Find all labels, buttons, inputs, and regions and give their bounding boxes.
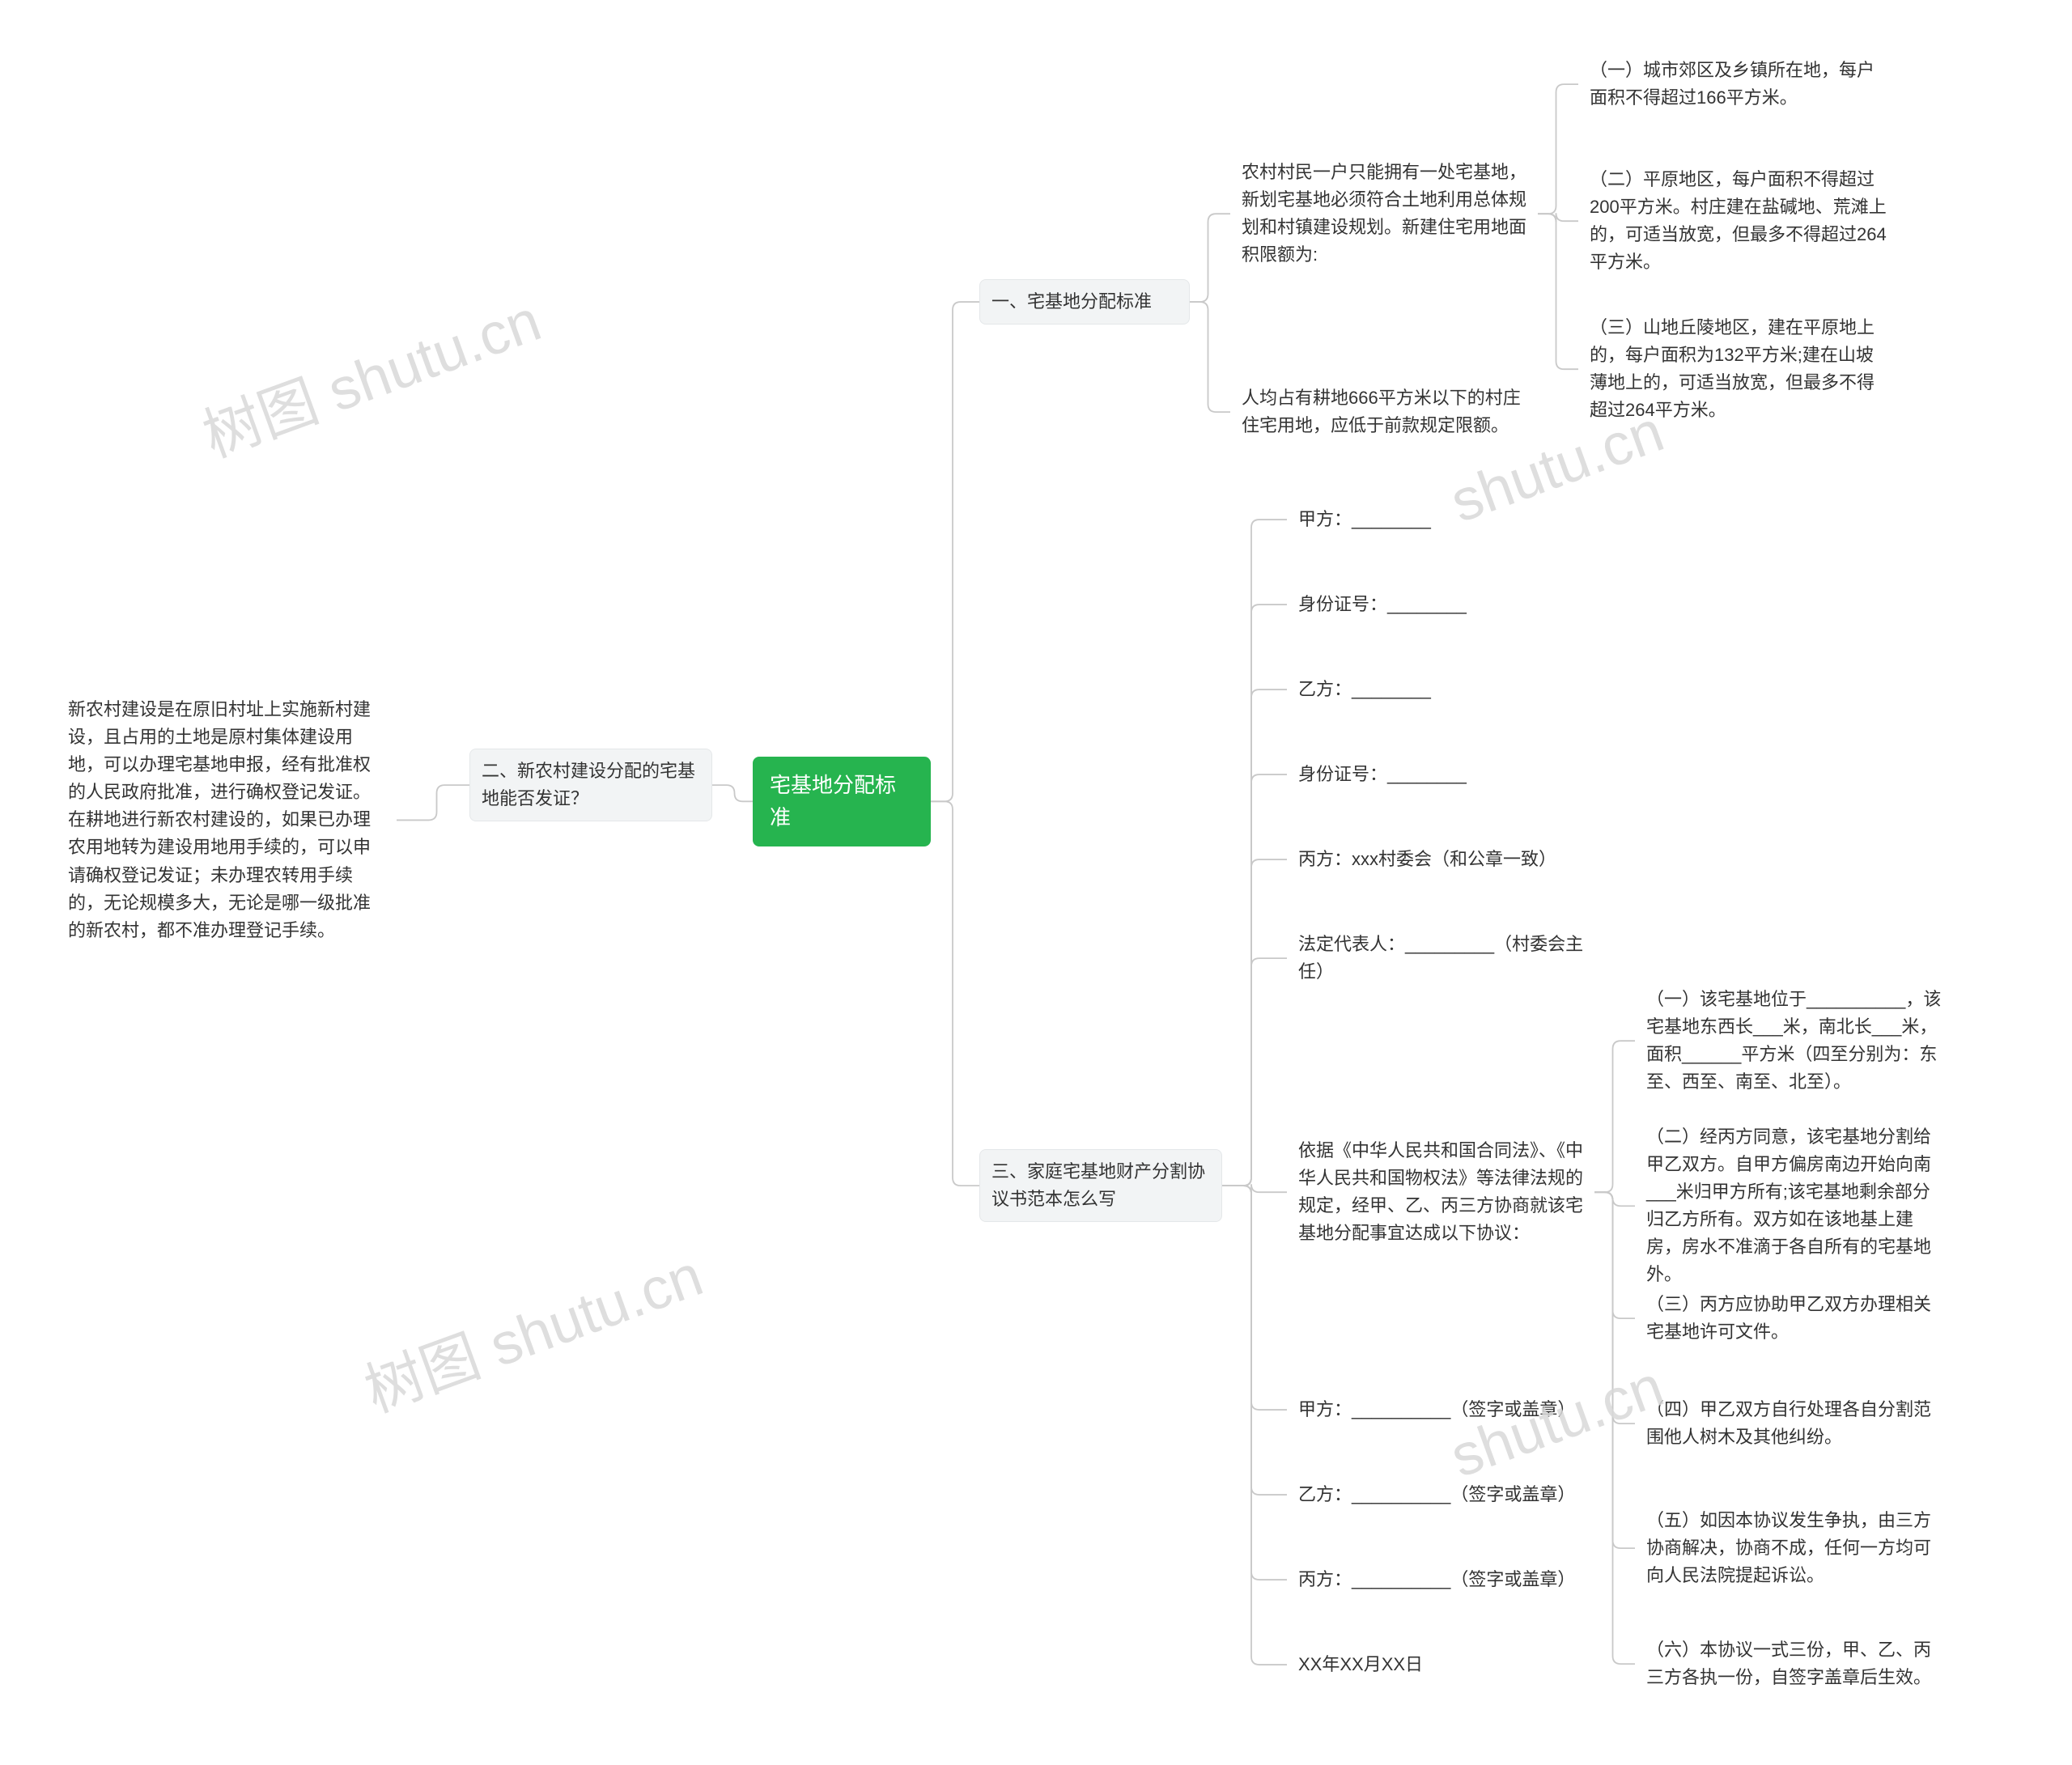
node-b3c8[interactable]: 甲方：__________（签字或盖章）: [1287, 1388, 1594, 1432]
node-b3c10[interactable]: 丙方：__________（签字或盖章）: [1287, 1558, 1594, 1602]
node-b3c11[interactable]: XX年XX月XX日: [1287, 1643, 1530, 1687]
node-b3c7e[interactable]: （五）如因本协议发生争执，由三方协商解决，协商不成，任何一方均可向人民法院提起诉…: [1635, 1499, 1959, 1597]
node-b1c1b-label: （二）平原地区，每户面积不得超过200平方米。村庄建在盐碱地、荒滩上的，可适当放…: [1590, 169, 1887, 272]
node-b3c7f-label: （六）本协议一式三份，甲、乙、丙三方各执一份，自签字盖章后生效。: [1646, 1640, 1931, 1687]
node-b3c9[interactable]: 乙方：__________（签字或盖章）: [1287, 1473, 1594, 1517]
node-b1c2-label: 人均占有耕地666平方米以下的村庄住宅用地，应低于前款规定限额。: [1242, 388, 1521, 435]
node-b3c1[interactable]: 甲方：________: [1287, 498, 1530, 541]
node-b3c2-label: 身份证号：________: [1298, 594, 1467, 614]
node-b3c7b-label: （二）经丙方同意，该宅基地分割给甲乙双方。自甲方偏房南边开始向南___米归甲方所…: [1646, 1126, 1931, 1284]
node-b1c1a[interactable]: （一）城市郊区及乡镇所在地，每户面积不得超过166平方米。: [1578, 49, 1902, 120]
node-b3c7-label: 依据《中华人民共和国合同法》、《中华人民共和国物权法》等法律法规的规定，经甲、乙…: [1298, 1140, 1583, 1243]
node-b3c7[interactable]: 依据《中华人民共和国合同法》、《中华人民共和国物权法》等法律法规的规定，经甲、乙…: [1287, 1129, 1594, 1255]
branch-b1-label: 一、宅基地分配标准: [991, 291, 1152, 312]
node-b3c2[interactable]: 身份证号：________: [1287, 583, 1530, 626]
node-b3c8-label: 甲方：__________（签字或盖章）: [1298, 1399, 1575, 1419]
node-b3c6-label: 法定代表人：_________（村委会主任）: [1298, 934, 1583, 982]
node-b3c7d-label: （四）甲乙双方自行处理各自分割范围他人树木及其他纠纷。: [1646, 1399, 1931, 1447]
branch-b2-label: 二、新农村建设分配的宅基地能否发证？: [482, 761, 695, 808]
node-b2c1-label: 新农村建设是在原旧村址上实施新村建设，且占用的土地是原村集体建设用地，可以办理宅…: [68, 699, 371, 940]
node-b1c1b[interactable]: （二）平原地区，每户面积不得超过200平方米。村庄建在盐碱地、荒滩上的，可适当放…: [1578, 158, 1902, 284]
branch-b3[interactable]: 三、家庭宅基地财产分割协议书范本怎么写: [979, 1149, 1222, 1222]
node-b1c1[interactable]: 农村村民一户只能拥有一处宅基地，新划宅基地必须符合土地利用总体规划和村镇建设规划…: [1230, 151, 1538, 277]
node-b3c7c-label: （三）丙方应协助甲乙双方办理相关宅基地许可文件。: [1646, 1294, 1931, 1342]
watermark-0: 树图 shutu.cn: [189, 273, 550, 473]
node-b3c7e-label: （五）如因本协议发生争执，由三方协商解决，协商不成，任何一方均可向人民法院提起诉…: [1646, 1510, 1931, 1585]
watermark-2: 树图 shutu.cn: [351, 1228, 712, 1428]
branch-b1[interactable]: 一、宅基地分配标准: [979, 279, 1190, 325]
node-b3c7f[interactable]: （六）本协议一式三份，甲、乙、丙三方各执一份，自签字盖章后生效。: [1635, 1628, 1959, 1699]
node-b1c1c-label: （三）山地丘陵地区，建在平原地上的，每户面积为132平方米;建在山坡薄地上的，可…: [1590, 317, 1875, 420]
node-b3c7a-label: （一）该宅基地位于__________，该宅基地东西长___米，南北长___米，…: [1646, 989, 1941, 1092]
node-b3c10-label: 丙方：__________（签字或盖章）: [1298, 1569, 1575, 1589]
node-b3c7d[interactable]: （四）甲乙双方自行处理各自分割范围他人树木及其他纠纷。: [1635, 1388, 1959, 1459]
node-b3c1-label: 甲方：________: [1298, 509, 1431, 529]
node-b3c9-label: 乙方：__________（签字或盖章）: [1298, 1484, 1575, 1504]
node-b3c3[interactable]: 乙方：________: [1287, 668, 1530, 711]
node-b3c7c[interactable]: （三）丙方应协助甲乙双方办理相关宅基地许可文件。: [1635, 1283, 1959, 1354]
node-b3c5-label: 丙方：xxx村委会（和公章一致）: [1298, 849, 1556, 869]
node-b3c7a[interactable]: （一）该宅基地位于__________，该宅基地东西长___米，南北长___米，…: [1635, 978, 1959, 1104]
node-b3c4[interactable]: 身份证号：________: [1287, 753, 1530, 796]
node-b2c1[interactable]: 新农村建设是在原旧村址上实施新村建设，且占用的土地是原村集体建设用地，可以办理宅…: [57, 688, 397, 953]
node-b3c11-label: XX年XX月XX日: [1298, 1654, 1423, 1674]
node-b3c7b[interactable]: （二）经丙方同意，该宅基地分割给甲乙双方。自甲方偏房南边开始向南___米归甲方所…: [1635, 1115, 1959, 1297]
branch-b3-label: 三、家庭宅基地财产分割协议书范本怎么写: [991, 1161, 1205, 1209]
node-b1c1c[interactable]: （三）山地丘陵地区，建在平原地上的，每户面积为132平方米;建在山坡薄地上的，可…: [1578, 306, 1902, 432]
node-b1c1-label: 农村村民一户只能拥有一处宅基地，新划宅基地必须符合土地利用总体规划和村镇建设规划…: [1242, 162, 1526, 265]
node-b3c5[interactable]: 丙方：xxx村委会（和公章一致）: [1287, 838, 1578, 881]
node-b3c4-label: 身份证号：________: [1298, 764, 1467, 784]
node-b1c1a-label: （一）城市郊区及乡镇所在地，每户面积不得超过166平方米。: [1590, 60, 1875, 108]
branch-b2[interactable]: 二、新农村建设分配的宅基地能否发证？: [469, 749, 712, 821]
node-b1c2[interactable]: 人均占有耕地666平方米以下的村庄住宅用地，应低于前款规定限额。: [1230, 376, 1538, 448]
root-node[interactable]: 宅基地分配标准: [753, 757, 931, 846]
root-label: 宅基地分配标准: [770, 773, 896, 829]
node-b3c6[interactable]: 法定代表人：_________（村委会主任）: [1287, 923, 1611, 994]
node-b3c3-label: 乙方：________: [1298, 679, 1431, 699]
